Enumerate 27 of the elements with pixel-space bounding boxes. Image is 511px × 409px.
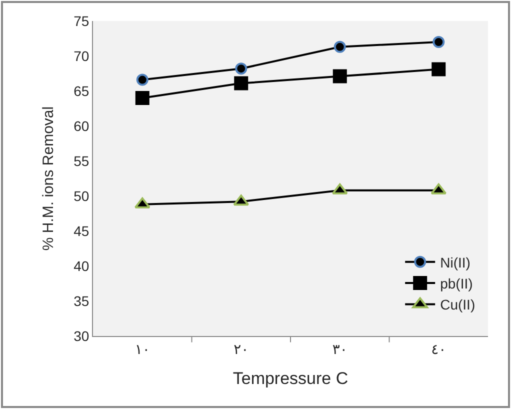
point [234,76,248,90]
point [332,69,347,84]
y-tick-label: 30 [74,328,90,344]
x-axis-title: Tempressure C [232,369,348,388]
y-tick-label: 75 [74,12,90,29]
y-tick-label: 55 [74,152,90,169]
y-tick-label: 60 [74,118,90,134]
point [432,62,446,76]
legend-label: pb(II) [440,276,473,292]
y-tick-label: 40 [74,258,90,274]
y-axis-title: % H.M. ions Removal [40,106,57,251]
point [136,74,148,86]
legend-label: Cu(II) [440,296,476,313]
x-tick-label: ٣٠ [332,340,348,357]
x-tick-label: ٢٠ [234,340,249,357]
point [235,62,248,75]
legend-label: Ni(II) [440,254,470,270]
x-tick-label: ١٠ [134,340,150,357]
y-tick-label: 65 [74,82,90,99]
point [334,40,346,53]
y-tick-label: 50 [74,188,90,204]
point [432,36,445,48]
y-tick-label: 35 [74,292,90,309]
x-tick-label: ٤٠ [431,340,446,357]
y-tick-label: 70 [74,48,90,64]
point [135,91,150,105]
y-tick-label: 45 [74,222,90,239]
